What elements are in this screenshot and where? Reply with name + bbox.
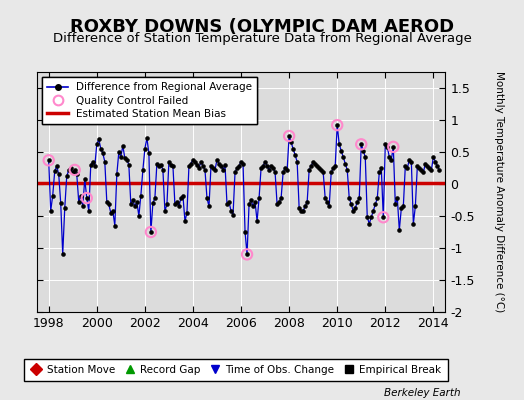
Point: [147, 229, 155, 235]
Point: [357, 141, 365, 148]
Point: [243, 251, 251, 258]
Point: [379, 214, 387, 220]
Text: Berkeley Earth: Berkeley Earth: [385, 388, 461, 398]
Point: [333, 122, 342, 128]
Point: [71, 167, 79, 173]
Legend: Difference from Regional Average, Quality Control Failed, Estimated Station Mean: Difference from Regional Average, Qualit…: [42, 77, 257, 124]
Legend: Station Move, Record Gap, Time of Obs. Change, Empirical Break: Station Move, Record Gap, Time of Obs. C…: [24, 359, 448, 381]
Text: ROXBY DOWNS (OLYMPIC DAM AEROD: ROXBY DOWNS (OLYMPIC DAM AEROD: [70, 18, 454, 36]
Text: Difference of Station Temperature Data from Regional Average: Difference of Station Temperature Data f…: [52, 32, 472, 45]
Point: [45, 157, 53, 164]
Point: [389, 144, 398, 150]
Point: [285, 133, 293, 139]
Y-axis label: Monthly Temperature Anomaly Difference (°C): Monthly Temperature Anomaly Difference (…: [494, 71, 504, 313]
Point: [83, 195, 91, 201]
